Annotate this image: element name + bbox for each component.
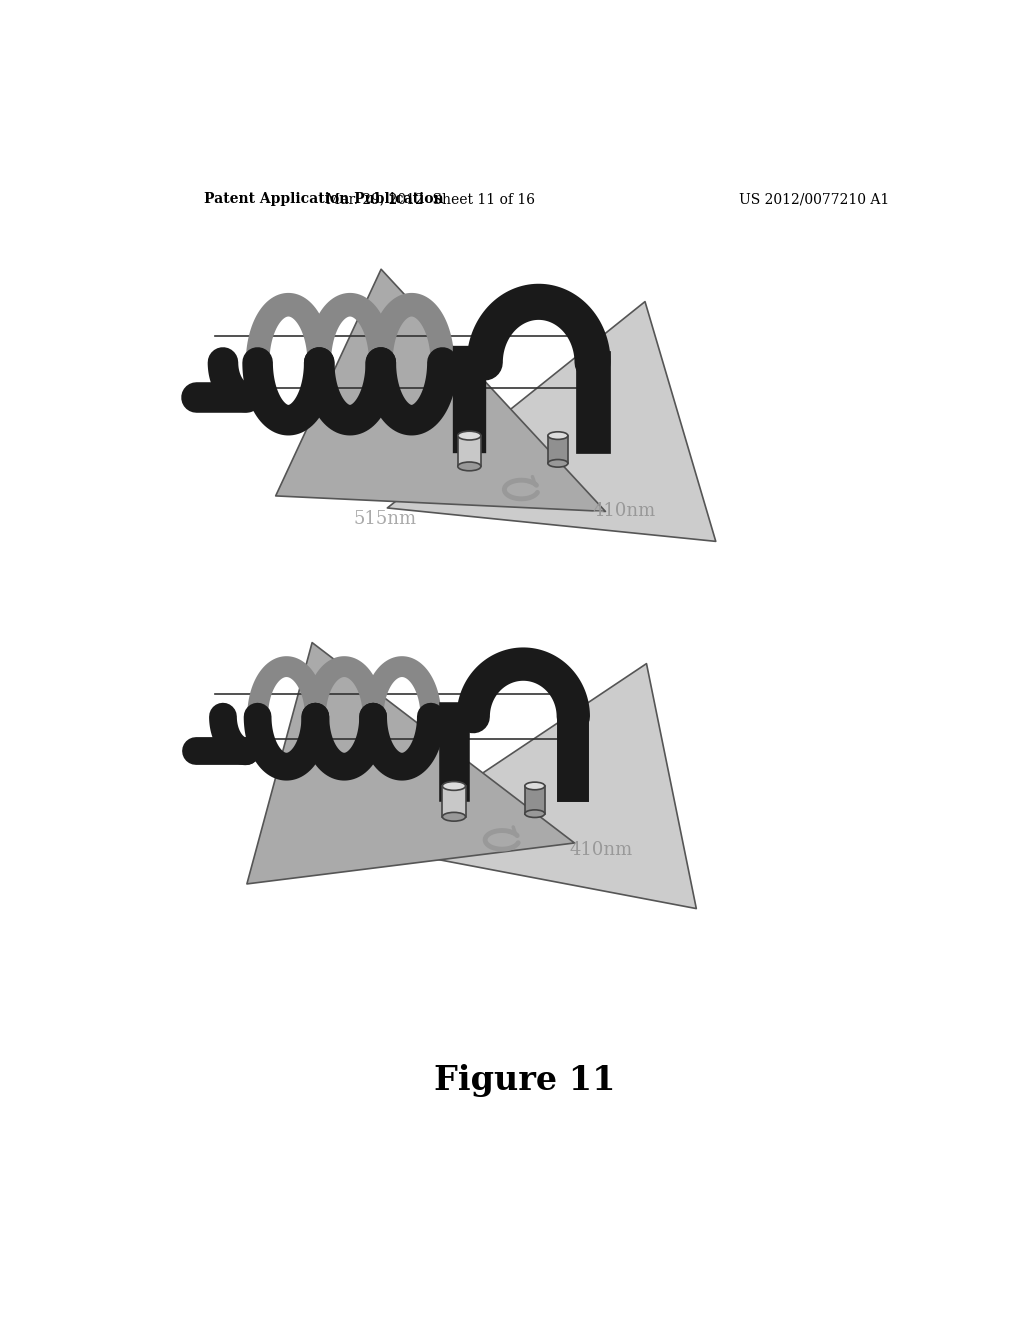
Text: Patent Application Publication: Patent Application Publication xyxy=(204,193,443,206)
Text: Figure 11: Figure 11 xyxy=(434,1064,615,1097)
FancyBboxPatch shape xyxy=(458,436,481,466)
Ellipse shape xyxy=(442,781,466,791)
FancyBboxPatch shape xyxy=(442,785,466,817)
Ellipse shape xyxy=(548,459,568,467)
Text: 515nm: 515nm xyxy=(354,510,417,528)
Ellipse shape xyxy=(524,810,545,817)
FancyBboxPatch shape xyxy=(524,785,545,813)
Text: US 2012/0077210 A1: US 2012/0077210 A1 xyxy=(739,193,889,206)
Text: 515nm: 515nm xyxy=(342,845,406,863)
Text: 410nm: 410nm xyxy=(569,841,633,859)
Ellipse shape xyxy=(442,812,466,821)
Ellipse shape xyxy=(458,462,481,471)
Text: 410nm: 410nm xyxy=(593,503,655,520)
Text: Mar. 29, 2012  Sheet 11 of 16: Mar. 29, 2012 Sheet 11 of 16 xyxy=(327,193,536,206)
Ellipse shape xyxy=(548,432,568,440)
Ellipse shape xyxy=(458,432,481,440)
Ellipse shape xyxy=(524,783,545,789)
FancyBboxPatch shape xyxy=(548,436,568,463)
